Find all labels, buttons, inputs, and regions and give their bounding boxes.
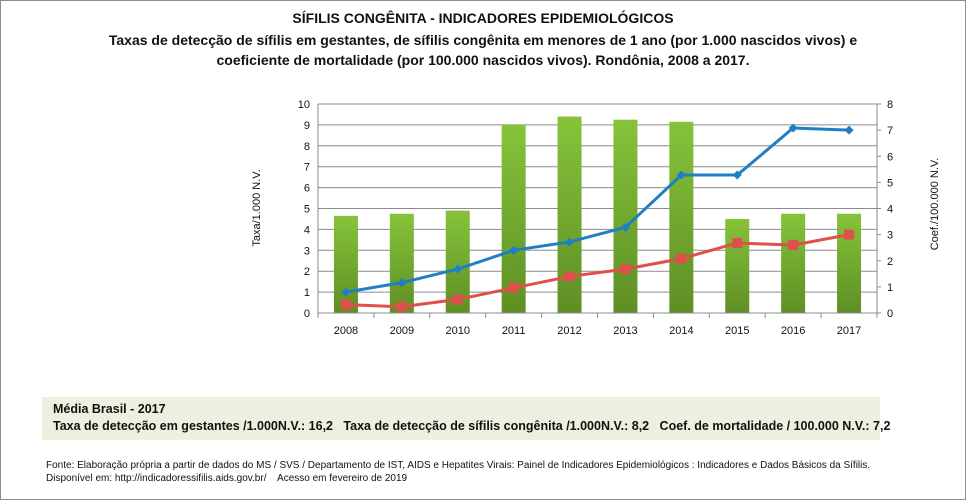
y-tick-label-right: 2 [887,256,893,268]
point-2014 [676,253,687,264]
x-tick-label: 2016 [781,325,805,337]
y-tick-label-right: 5 [887,177,893,189]
blue-line [345,126,850,294]
chart-title: SÍFILIS CONGÊNITA - INDICADORES EPIDEMIO… [292,10,674,26]
y-tick-label-left: 7 [304,162,310,174]
x-tick-label: 2011 [502,325,526,337]
x-tick-label: 2009 [390,325,414,337]
point-2015 [732,170,742,180]
y-tick-label-right: 4 [887,204,893,216]
y-tick-label-right: 0 [887,308,893,320]
bar-2011 [501,124,526,314]
y-tick-label-left: 5 [304,204,310,216]
x-tick-label: 2017 [837,325,861,337]
y-axis-label-right: Coef./100.000 N.V. [929,158,941,251]
bar-2013 [613,119,638,313]
point-2009 [396,301,407,312]
x-tick-label: 2012 [557,325,581,337]
source-line-1: Fonte: Elaboração própria a partir de da… [46,460,871,471]
point-2013 [620,222,630,232]
x-tick-label: 2013 [613,325,637,337]
point-2016 [788,240,799,251]
y-tick-label-right: 1 [887,282,893,294]
point-2012 [565,237,575,247]
point-2008 [341,287,351,297]
x-tick-label: 2015 [725,325,749,337]
y-tick-label-left: 10 [298,99,310,111]
brasil-average-box: Média Brasil - 2017 Taxa de detecção em … [42,397,890,440]
point-2014 [676,170,686,180]
point-2017 [844,125,854,135]
y-tick-label-left: 0 [304,308,310,320]
brasil-heading: Média Brasil - 2017 [53,402,166,416]
red-line [345,233,850,309]
bar-2017 [837,213,862,313]
bar-2014 [669,121,694,313]
point-2011 [509,245,519,255]
point-2011 [508,282,519,293]
chart-subtitle: Taxas de detecção de sífilis em gestante… [0,30,966,70]
bar-2009 [389,213,414,313]
source-line-2: Disponível em: http://indicadoressifilis… [46,473,408,484]
y-tick-label-left: 1 [304,287,310,299]
bar-2008 [333,215,358,313]
point-2010 [452,294,463,305]
point-2015 [732,237,743,248]
point-2009 [397,278,407,288]
bar-2015 [725,218,750,313]
y-tick-label-right: 8 [887,99,893,111]
y-tick-label-left: 6 [304,183,310,195]
point-2016 [788,123,798,133]
y-tick-label-right: 3 [887,230,893,242]
x-tick-label: 2008 [334,325,358,337]
point-2008 [340,299,351,310]
point-2012 [564,271,575,282]
brasil-values: Taxa de detecção em gestantes /1.000N.V.… [53,419,891,433]
y-tick-label-left: 4 [304,224,310,236]
subtitle-line-2: coeficiente de mortalidade (por 100.000 … [216,52,750,68]
subtitle-line-1: Taxas de detecção de sífilis em gestante… [108,32,858,48]
y-tick-label-right: 6 [887,151,893,163]
x-tick-label: 2010 [446,325,470,337]
y-tick-label-left: 9 [304,120,310,132]
y-tick-label-left: 2 [304,266,310,278]
point-2013 [620,264,631,275]
x-tick-label: 2014 [669,325,693,337]
y-tick-label-left: 3 [304,245,310,257]
y-tick-label-right: 7 [887,125,893,137]
y-tick-label-left: 8 [304,141,310,153]
bar-2016 [781,213,806,313]
point-2010 [453,264,463,274]
bar-2012 [557,116,582,313]
y-axis-label-left: Taxa/1.000 N.V. [251,169,263,246]
point-2017 [844,229,855,240]
